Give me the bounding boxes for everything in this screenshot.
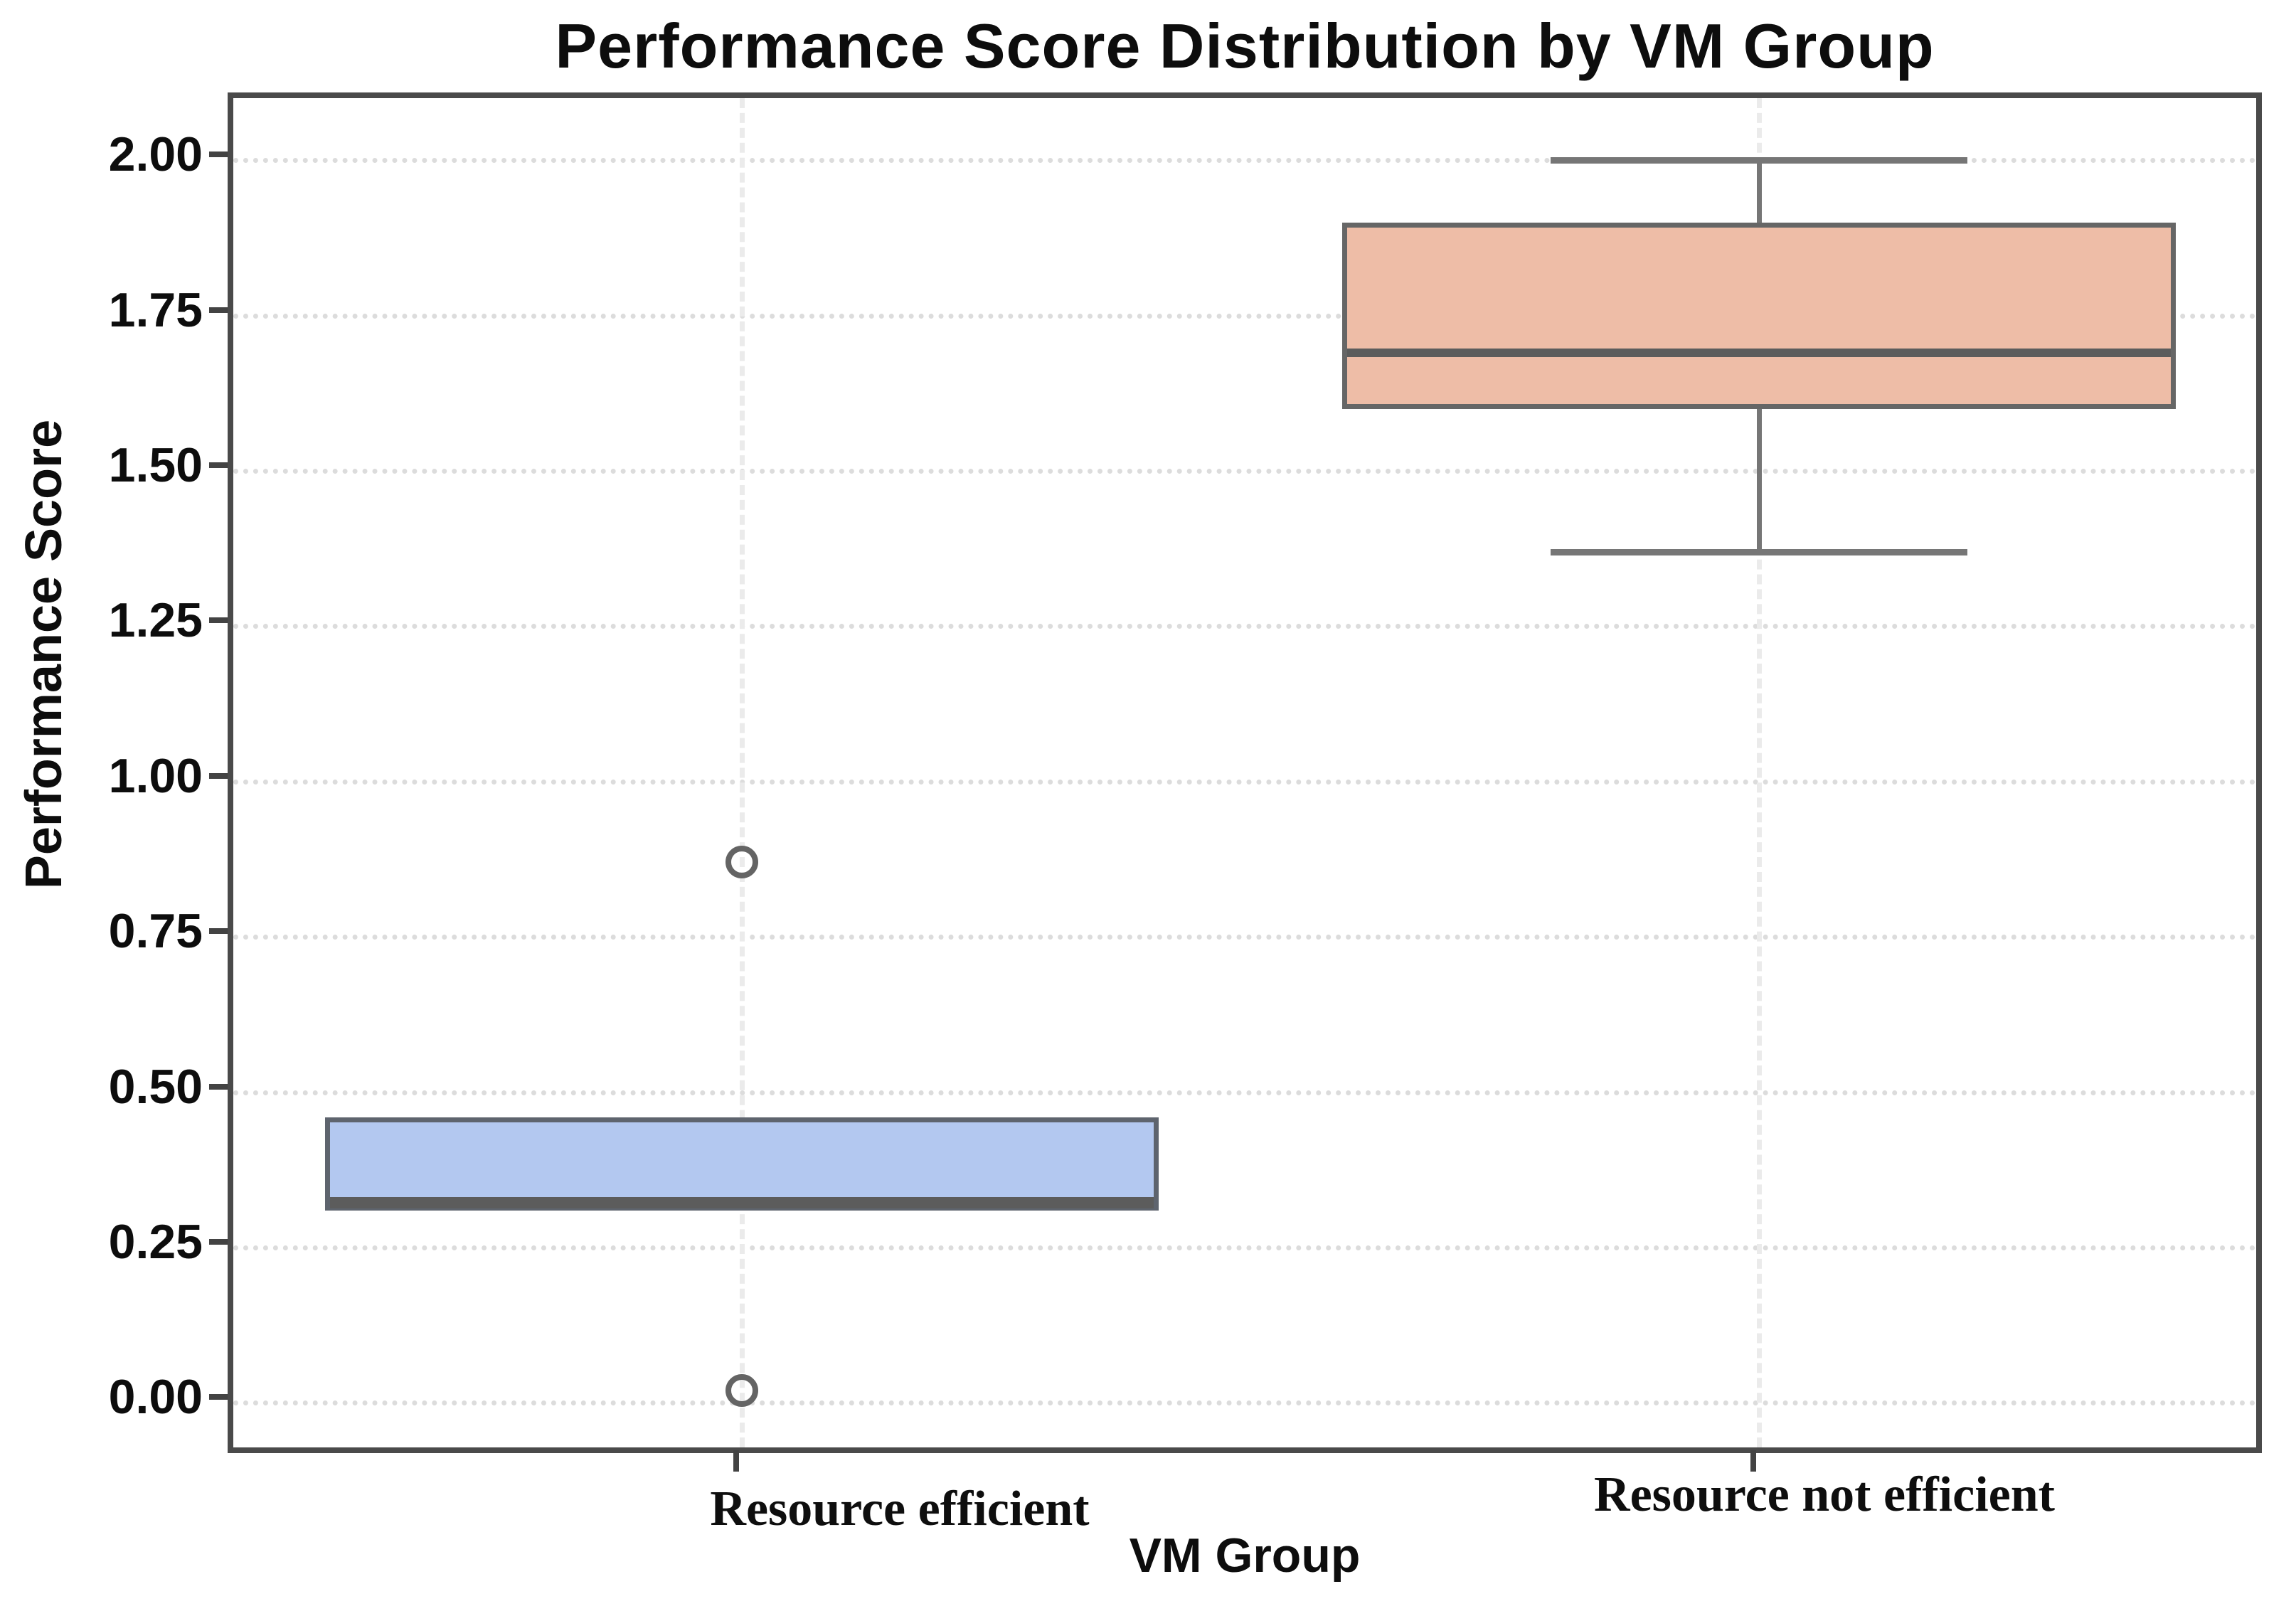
gridline-x-category-1 [1757,98,1762,1447]
gridline-y-0.50 [233,1090,2256,1095]
median-line-0 [329,1196,1154,1208]
outlier-point-0-1 [726,1373,758,1407]
x-tick-mark-category-0 [733,1450,739,1472]
y-tick-label-0.25: 0.25 [108,1215,203,1269]
box-resource-efficient [324,1117,1159,1211]
gridline-y-0.00 [233,1400,2256,1406]
y-tick-mark-0.75 [209,928,228,935]
y-tick-mark-0.00 [209,1394,228,1400]
gridline-x-category-0 [740,98,745,1447]
outlier-point-0-0 [726,846,758,879]
gridline-y-1.25 [233,624,2256,629]
y-tick-label-0.75: 0.75 [108,904,203,959]
upper-whisker-cap-1 [1550,157,1968,164]
y-tick-label-1.50: 1.50 [108,438,203,493]
plot-area [228,92,2262,1453]
median-line-1 [1346,349,2172,358]
x-tick-mark-category-1 [1750,1450,1756,1472]
y-tick-mark-1.50 [209,462,228,469]
y-tick-label-2.00: 2.00 [108,127,203,182]
y-tick-label-1.25: 1.25 [108,593,203,648]
gridline-y-1.50 [233,469,2256,474]
lower-whisker-line-1 [1756,408,1762,552]
y-tick-mark-2.00 [209,151,228,158]
y-tick-mark-1.75 [209,307,228,313]
gridline-y-1.00 [233,779,2256,785]
y-tick-label-1.75: 1.75 [108,282,203,337]
box-resource-not-efficient [1341,222,2177,409]
y-tick-label-0.00: 0.00 [108,1370,203,1425]
y-tick-mark-0.50 [209,1083,228,1090]
y-tick-mark-1.25 [209,617,228,624]
lower-whisker-cap-1 [1550,548,1968,555]
y-tick-label-1.00: 1.00 [108,748,203,803]
x-tick-label-resource-efficient: Resource efficient [710,1482,1090,1536]
y-tick-label-0.50: 0.50 [108,1059,203,1114]
x-axis-label: VM Group [1129,1528,1361,1583]
y-tick-mark-0.25 [209,1239,228,1245]
y-tick-mark-1.00 [209,772,228,779]
x-tick-label-resource-not-efficient: Resource not efficient [1594,1467,2055,1522]
gridline-y-0.25 [233,1245,2256,1250]
upper-whisker-line-1 [1756,160,1762,223]
gridline-y-2.00 [233,158,2256,164]
gridline-y-0.75 [233,935,2256,940]
gridline-y-1.75 [233,313,2256,319]
chart-title: Performance Score Distribution by VM Gro… [555,11,1935,81]
